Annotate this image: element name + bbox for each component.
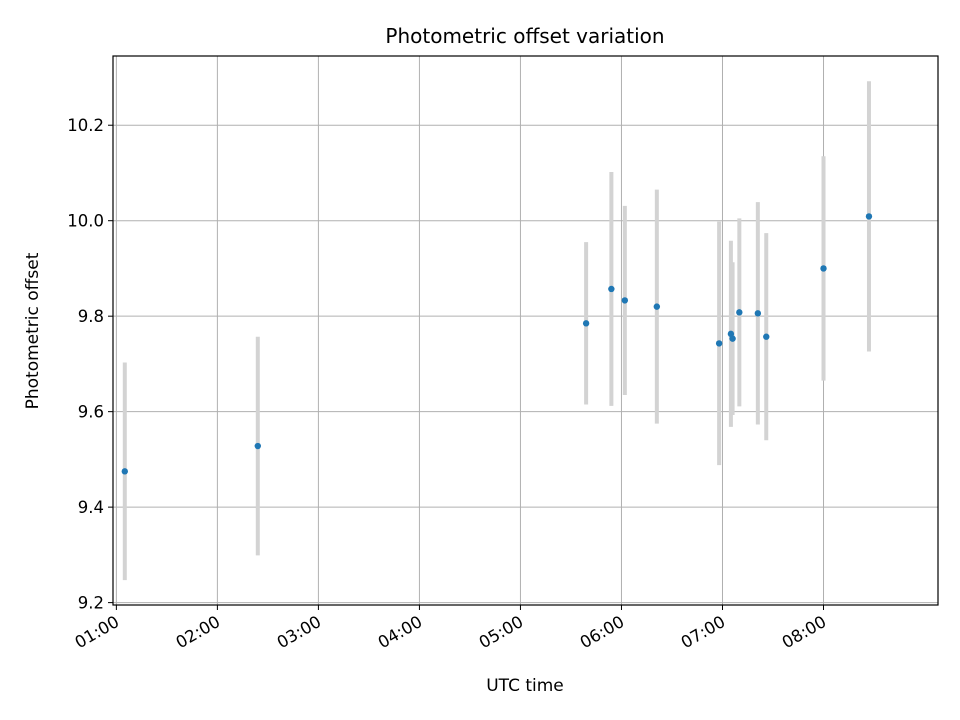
y-tick-label: 9.4 <box>78 498 104 517</box>
y-tick-label: 10.2 <box>67 116 104 135</box>
x-axis-label: UTC time <box>486 676 564 696</box>
plot-frame <box>112 55 939 606</box>
data-point <box>608 285 615 293</box>
data-point <box>582 320 590 327</box>
y-axis-label: Photometric offset <box>23 252 43 409</box>
data-point <box>715 340 723 347</box>
data-point <box>653 303 661 310</box>
data-point <box>736 309 743 316</box>
data-point <box>621 297 629 304</box>
data-point <box>729 335 736 342</box>
y-axis-ticks: 9.2 9.4 9.6 9.8 10.0 10.2 <box>67 116 113 613</box>
y-tick-label: 9.6 <box>78 403 104 422</box>
data-points <box>121 213 873 475</box>
data-point <box>754 310 762 317</box>
data-point <box>865 213 873 220</box>
y-tick-label: 9.2 <box>78 594 104 613</box>
data-point <box>254 442 261 450</box>
y-tick-label: 9.8 <box>78 307 104 326</box>
chart-title: Photometric offset variation <box>385 24 664 48</box>
data-point <box>820 265 827 272</box>
grid <box>113 56 938 605</box>
y-tick-label: 10.0 <box>67 212 104 231</box>
data-point <box>763 333 770 340</box>
data-point <box>121 468 128 475</box>
